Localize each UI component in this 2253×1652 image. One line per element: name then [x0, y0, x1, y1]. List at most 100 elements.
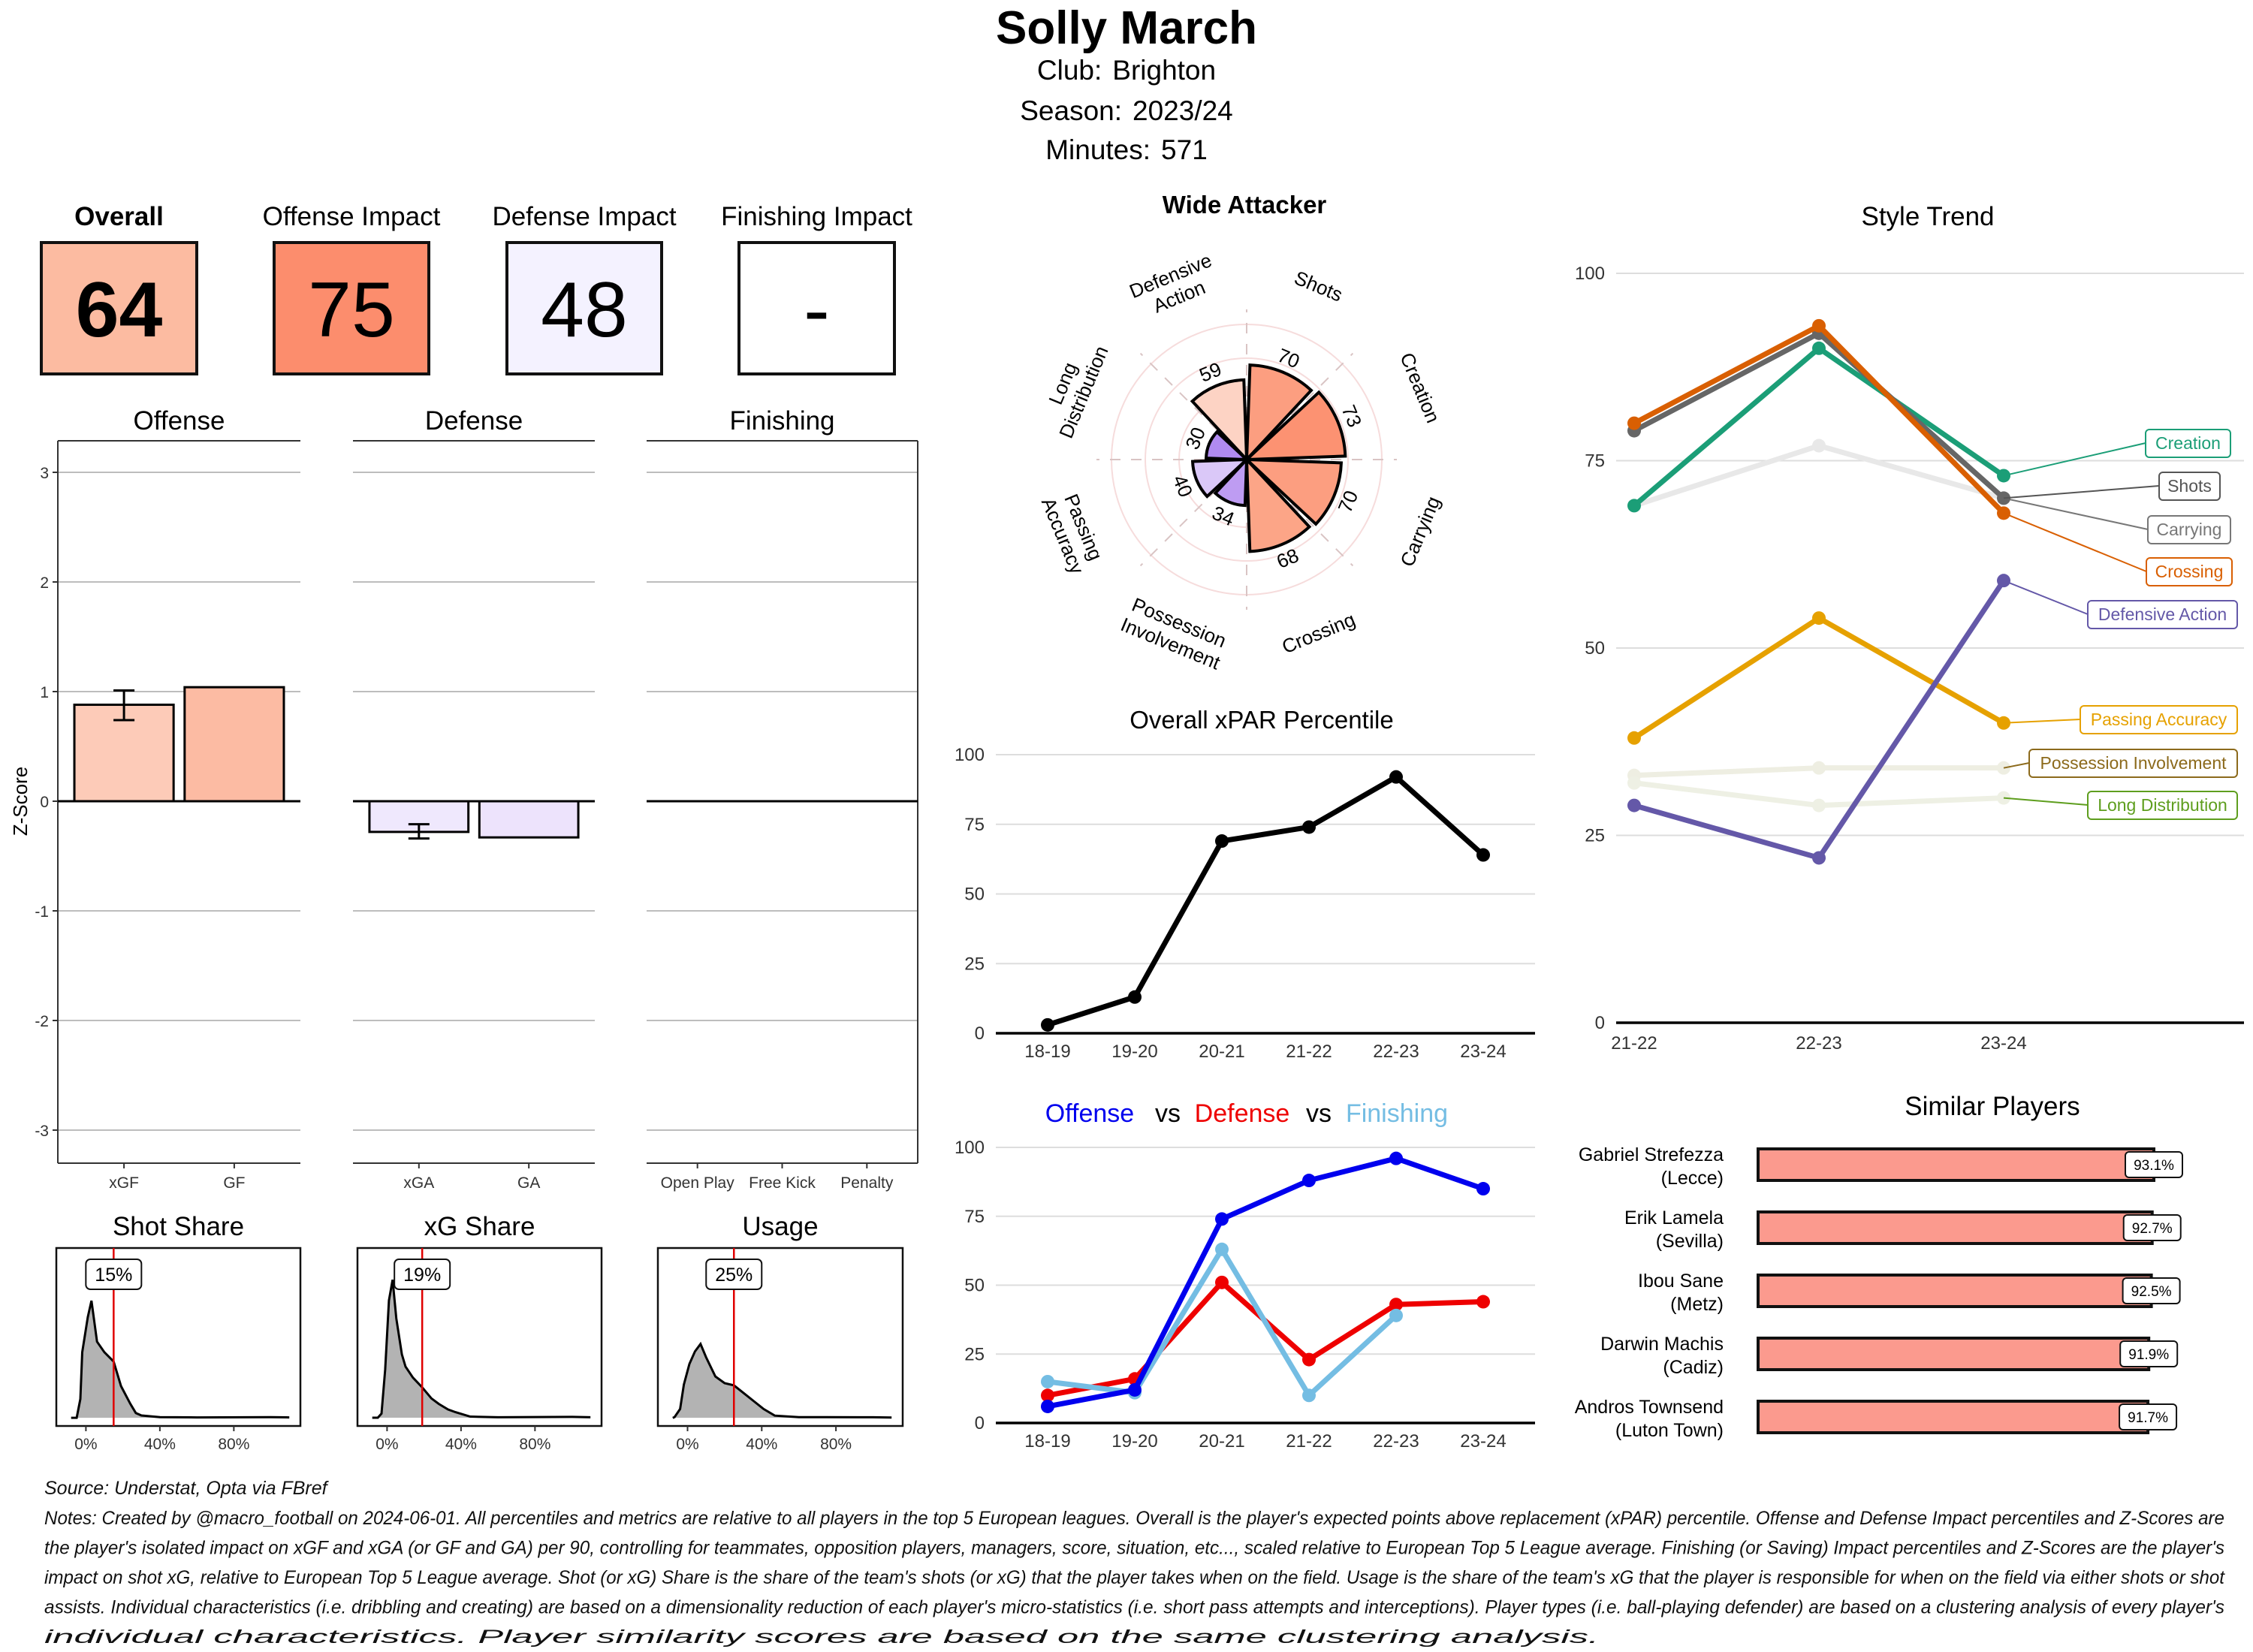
data-point: [1128, 1382, 1142, 1397]
radar-axis-label-line: Carrying: [1395, 493, 1444, 570]
facet-offense: Offense 3 2 1 0 -1 -2 -3 xGF GF: [35, 406, 300, 1192]
club-label: Club:: [1037, 55, 1102, 86]
y-tick-label: 0: [975, 1413, 985, 1433]
data-point: [1302, 1352, 1316, 1367]
x-tick-label: 22-23: [1796, 1033, 1841, 1054]
share-panel-xg-share: xG Share 19% 0% 40% 80%: [356, 1212, 603, 1453]
minutes-label: Minutes:: [1045, 134, 1151, 165]
impact-card-box: [737, 241, 896, 375]
title-part-vs: vs: [1155, 1099, 1181, 1128]
impact-card: Finishing Impact -: [721, 202, 912, 375]
value-label: 15%: [95, 1265, 132, 1286]
title-part-finishing: Finishing: [1346, 1099, 1448, 1128]
similarity-bar: [1757, 1274, 2153, 1308]
notes-line: impact on shot xG, relative to European …: [44, 1567, 2225, 1588]
data-point: [1812, 761, 1826, 775]
impact-card-box: [505, 241, 663, 375]
series-label-box: [2146, 557, 2233, 586]
xpar-percentile-chart: Overall xPAR Percentile 0 25 50 75 100 18-19 19…: [955, 706, 1535, 1062]
bar-gf: [183, 686, 285, 803]
radar-value-label: 70: [1333, 487, 1362, 516]
data-point: [1627, 499, 1641, 513]
data-point: [1812, 318, 1826, 333]
series-label-box: [2145, 429, 2231, 458]
x-tick-label: 0%: [74, 1436, 97, 1453]
chart-title: Similar Players: [1905, 1092, 2080, 1121]
series-label: Creation: [2155, 433, 2221, 453]
x-tick-label: 22-23: [1373, 1431, 1419, 1452]
x-tick-label: 20-21: [1199, 1431, 1244, 1452]
share-density-charts: Shot Share 15% 0% 40% 80% xG Share 19% 0% 40% 80%…: [55, 1212, 904, 1453]
data-point: [1627, 416, 1641, 430]
series-label-box: [2147, 515, 2231, 544]
data-point: [1215, 1242, 1229, 1256]
y-tick-label: 100: [955, 1138, 985, 1158]
radar-bar-long-distribution: [1204, 430, 1251, 462]
share-panel-shot-share: Shot Share 15% 0% 40% 80%: [55, 1212, 302, 1453]
player-club: (Cadiz): [1663, 1357, 1724, 1378]
player-name: Andros Townsend: [1575, 1397, 1724, 1418]
radar-bar-crossing: [1244, 455, 1312, 553]
radar-bar-possession-involvement: [1213, 455, 1249, 508]
offense-defense-finishing-chart: Offense vs Defense vs Finishing 0 25 50 75 100 18-…: [955, 1099, 1535, 1452]
similarity-bar: [1757, 1400, 2150, 1434]
y-tick-label: 50: [964, 885, 985, 905]
radar-axis-label: Crossing: [1279, 607, 1359, 658]
similarity-bar: [1757, 1147, 2155, 1182]
radar-bar-defensive-action: [1190, 378, 1249, 464]
series-label: Passing Accuracy: [2091, 710, 2227, 729]
series-label-box: [2158, 472, 2221, 501]
similarity-label: 92.5%: [2131, 1284, 2172, 1300]
y-tick-label: 100: [1575, 264, 1605, 284]
series-line: [1047, 1280, 1484, 1398]
label-leader-line: [2003, 512, 2147, 572]
player-club: (Lecce): [1661, 1168, 1724, 1189]
radar-value-label: 73: [1337, 402, 1366, 430]
series-label-box: [2087, 600, 2238, 629]
radar-value-label: 70: [1274, 344, 1303, 373]
radar-axis-label: Carrying: [1395, 493, 1444, 570]
y-tick-label: 50: [964, 1276, 985, 1296]
impact-card-label: Offense Impact: [263, 202, 441, 231]
header: Solly March Club: Brighton Season: 2023/24…: [996, 2, 1257, 165]
value-label: 19%: [403, 1265, 441, 1286]
x-tick-label: 18-19: [1024, 1431, 1070, 1452]
player-name: Darwin Machis: [1600, 1334, 1724, 1355]
radar-axis-label: Creation: [1395, 349, 1444, 426]
panel-border: [55, 1247, 302, 1427]
data-point: [1302, 1174, 1316, 1188]
series-possession-involvement: Possession Involvement: [1627, 749, 2238, 782]
data-point: [1812, 341, 1826, 355]
data-point: [1627, 731, 1641, 745]
series-label: Shots: [2167, 476, 2212, 496]
y-tick-label: 0: [40, 794, 49, 811]
x-tick-label: 23-24: [1460, 1431, 1506, 1452]
similar-player-row: Darwin Machis(Cadiz) 91.9%: [1600, 1334, 2179, 1378]
radar-value-label: 68: [1273, 544, 1301, 573]
series-label-box: [2087, 791, 2238, 820]
y-tick-label: 75: [1585, 451, 1605, 472]
x-tick-label: 21-22: [1611, 1033, 1657, 1054]
label-leader-line: [2003, 580, 2089, 615]
panel-border: [356, 1247, 603, 1427]
impact-card-value: -: [804, 267, 830, 354]
data-point: [1041, 1388, 1054, 1403]
share-title: xG Share: [424, 1212, 535, 1241]
label-leader-line: [2003, 762, 2030, 769]
impact-card-label: Finishing Impact: [721, 202, 912, 231]
x-tick-label: 40%: [445, 1436, 477, 1453]
series-defensive-action: Defensive Action: [1627, 574, 2238, 865]
series-label: Crossing: [2155, 562, 2224, 581]
x-tick-label: Open Play: [661, 1174, 735, 1192]
radar-axis-label: Shots: [1291, 266, 1346, 306]
x-tick-label: 0%: [376, 1436, 398, 1453]
series-crossing: Crossing: [1627, 318, 2233, 586]
facet-finishing: Finishing Open Play Free Kick Penalty: [647, 406, 918, 1192]
y-tick-label: 0: [975, 1023, 985, 1044]
radar-value-label: 40: [1169, 472, 1198, 500]
label-leader-line: [2003, 719, 2081, 724]
density-area: [672, 1343, 892, 1418]
notes-text: Notes: Created by @macro_football on 202…: [44, 1508, 2225, 1647]
series-defense: [1041, 1275, 1490, 1403]
